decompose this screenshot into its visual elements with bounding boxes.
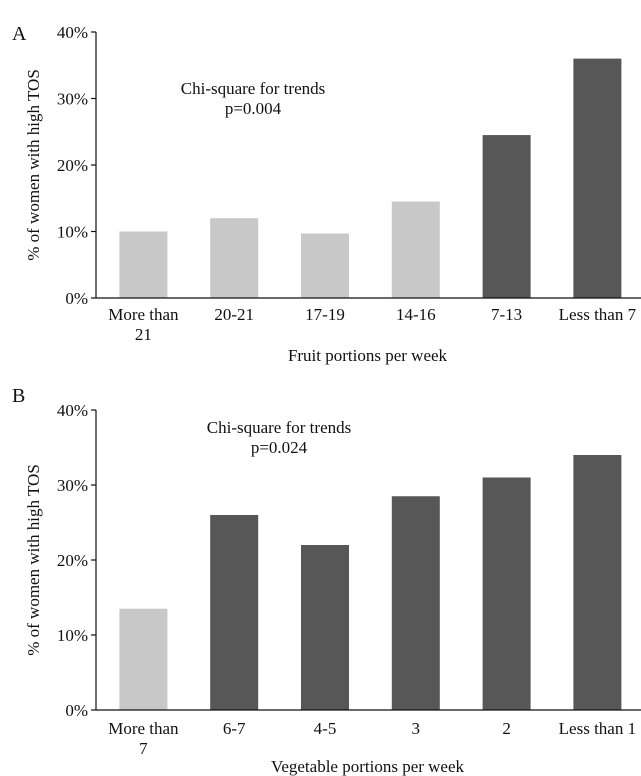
bar-2 [482, 477, 531, 710]
x-tick-label: 3 [412, 719, 421, 738]
x-tick-label: 20-21 [214, 305, 254, 324]
bar-less-than-7 [573, 58, 622, 298]
y-tick-label: 20% [57, 551, 88, 570]
x-tick-label: Less than 7 [559, 305, 637, 324]
panel-label: B [12, 385, 25, 407]
y-tick-label: 30% [57, 90, 88, 109]
bar-4-5 [301, 545, 349, 710]
y-tick-label: 10% [57, 223, 88, 242]
bar-3 [391, 496, 440, 710]
y-tick-label: 30% [57, 476, 88, 495]
x-axis-label: Vegetable portions per week [271, 757, 465, 776]
panel-b: B 0% 10% 20% 30% 40% More than 7 6-7 4-5 3 2 Less th… [12, 385, 641, 776]
x-tick-label: More than 7 [108, 719, 179, 758]
bar-20-21 [210, 218, 259, 298]
panel-label: A [12, 23, 27, 45]
bar-14-16 [391, 201, 440, 298]
y-tick-label: 20% [57, 156, 88, 175]
bar-more-than-21 [119, 231, 168, 298]
trend-test-annotation: Chi-square for trends p=0.024 [207, 418, 351, 457]
y-axis-label: % of women with high TOS [24, 69, 43, 261]
x-tick-label: 4-5 [314, 719, 337, 738]
x-tick-label: Less than 1 [559, 719, 636, 738]
y-tick-label: 0% [65, 701, 88, 720]
y-tick-label: 10% [57, 626, 88, 645]
x-tick-label: 17-19 [305, 305, 345, 324]
y-tick-label: 40% [57, 23, 88, 42]
x-axis-label: Fruit portions per week [288, 346, 448, 365]
x-tick-label: 7-13 [491, 305, 522, 324]
x-tick-label: 14-16 [396, 305, 436, 324]
panel-a: A 0% 10% 20% 30% 40% More than 21 20-21 17-19 14-1… [12, 23, 641, 365]
bar-more-than-7 [119, 608, 168, 710]
x-tick-label: More than 21 [108, 305, 179, 344]
y-tick-label: 40% [57, 401, 88, 420]
bar-17-19 [301, 233, 349, 298]
bar-7-13 [482, 135, 531, 298]
bar-less-than-1 [573, 455, 622, 710]
x-tick-label: 2 [502, 719, 511, 738]
x-tick-label: 6-7 [223, 719, 246, 738]
trend-test-annotation: Chi-square for trends p=0.004 [181, 79, 325, 118]
y-axis-label: % of women with high TOS [24, 464, 43, 656]
bar-6-7 [210, 515, 259, 710]
y-tick-label: 0% [65, 289, 88, 308]
